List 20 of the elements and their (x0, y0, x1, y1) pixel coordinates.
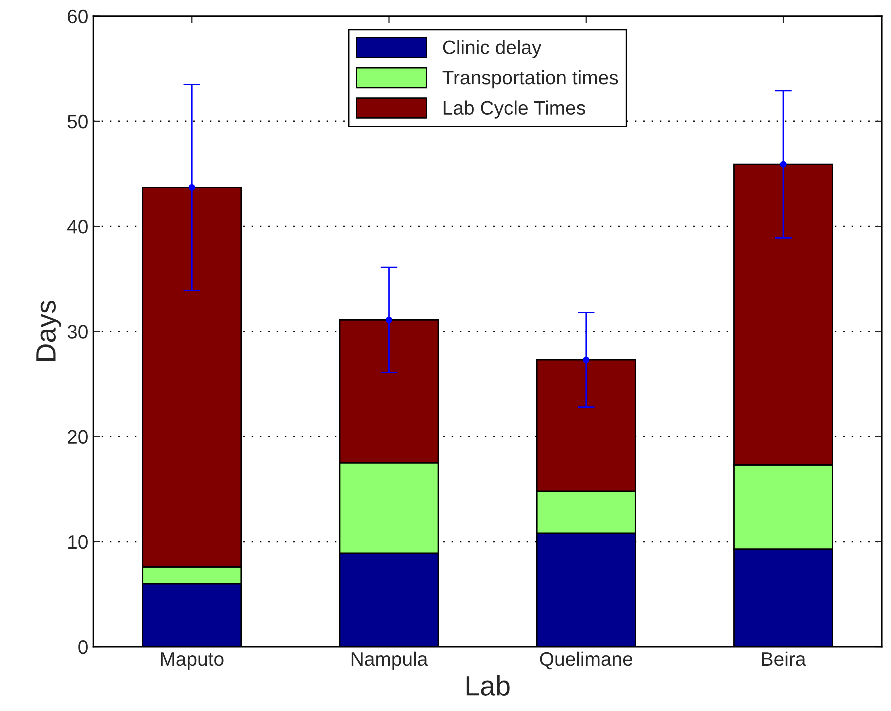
point (188, 184, 196, 191)
legend-label: Clinic delay (443, 40, 542, 58)
y-tick-label: 50 (68, 114, 88, 129)
point (386, 316, 393, 324)
legend-label: Transportation times (442, 70, 618, 89)
point (780, 161, 787, 168)
y-tick-label: 40 (68, 220, 88, 234)
point (583, 356, 590, 364)
y-tick-label: 30 (68, 325, 88, 339)
y-axis-title: Days (36, 301, 62, 362)
y-tick-label: 60 (68, 10, 88, 24)
x-tick-label: Nampula (352, 652, 428, 670)
x-tick-label: Quelimane (540, 652, 633, 670)
y-tick-label: 20 (68, 430, 88, 444)
y-tick-label: 0 (78, 640, 88, 654)
legend-label: Lab Cycle Times (444, 100, 586, 119)
y-tick-label: 10 (68, 535, 88, 550)
x-axis-title: Lab (466, 676, 510, 696)
x-tick-label: Beira (762, 652, 806, 666)
x-tick-label: Maputo (161, 652, 224, 670)
